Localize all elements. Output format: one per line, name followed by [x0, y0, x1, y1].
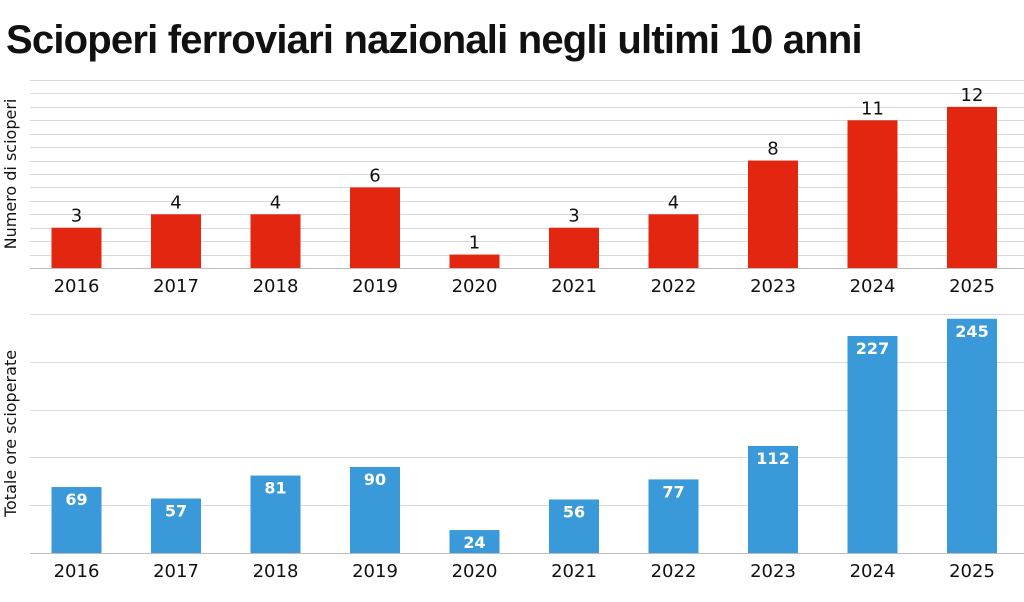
- x-tick-label: 2022: [651, 561, 697, 582]
- chart-panel-strikes: Numero di scioperi 3201642017420186201912…: [1, 80, 1024, 297]
- data-label: 6: [369, 165, 380, 186]
- bar: [51, 227, 102, 268]
- chart-panel-hours: Totale ore scioperate 69 2016 57 2017 81 2018 9…: [1, 314, 1024, 582]
- y-axis-label: Totale ore scioperate: [1, 350, 20, 518]
- data-label: 245: [955, 322, 988, 341]
- x-tick-label: 2019: [352, 276, 398, 297]
- bar: [648, 214, 699, 268]
- bar: [151, 214, 201, 268]
- x-tick-label: 2019: [352, 561, 398, 582]
- data-label: 11: [861, 98, 884, 119]
- bar: [549, 227, 599, 268]
- data-label: 112: [756, 449, 789, 468]
- x-tick-label: 2025: [949, 561, 995, 582]
- bar: [250, 475, 301, 553]
- data-label: 24: [463, 533, 485, 552]
- x-tick-label: 2020: [452, 561, 498, 582]
- bar: [449, 254, 500, 268]
- chart-title: Scioperi ferroviari nazionali negli ulti…: [6, 18, 863, 62]
- x-tick-label: 2024: [850, 561, 896, 582]
- data-label: 3: [568, 206, 579, 227]
- data-label: 227: [856, 339, 889, 358]
- data-label: 3: [71, 206, 82, 227]
- data-label: 12: [961, 85, 984, 106]
- bar: [350, 466, 400, 553]
- data-label: 4: [270, 192, 281, 213]
- bar: [51, 487, 102, 553]
- x-tick-label: 2025: [949, 276, 995, 297]
- data-label: 4: [668, 192, 679, 213]
- data-label: 77: [662, 482, 684, 501]
- data-label: 69: [65, 490, 87, 509]
- data-label: 8: [767, 139, 778, 160]
- bar: [648, 479, 699, 553]
- bar: [847, 120, 898, 269]
- x-tick-label: 2023: [750, 276, 796, 297]
- x-tick-label: 2020: [452, 276, 498, 297]
- y-axis-label: Numero di scioperi: [1, 99, 20, 250]
- data-label: 57: [165, 502, 187, 521]
- bar: [151, 498, 201, 553]
- bar: [549, 499, 599, 553]
- x-tick-label: 2016: [54, 276, 100, 297]
- bar: [748, 160, 798, 268]
- data-label: 4: [170, 192, 181, 213]
- bar: [250, 214, 301, 268]
- x-tick-label: 2022: [651, 276, 697, 297]
- x-tick-label: 2017: [153, 276, 199, 297]
- x-tick-label: 2018: [253, 276, 299, 297]
- bar: [947, 106, 997, 268]
- x-tick-label: 2016: [54, 561, 100, 582]
- x-tick-label: 2021: [551, 276, 597, 297]
- x-tick-label: 2023: [750, 561, 796, 582]
- bar: [748, 445, 798, 553]
- data-label: 56: [563, 502, 585, 521]
- bar: [449, 530, 500, 553]
- bar: [847, 335, 898, 553]
- x-tick-label: 2024: [850, 276, 896, 297]
- data-label: 1: [469, 233, 480, 254]
- bar: [350, 187, 400, 268]
- data-label: 81: [264, 479, 286, 498]
- x-tick-label: 2021: [551, 561, 597, 582]
- x-tick-label: 2018: [253, 561, 299, 582]
- x-tick-label: 2017: [153, 561, 199, 582]
- data-label: 90: [364, 470, 386, 489]
- bar: [947, 318, 997, 553]
